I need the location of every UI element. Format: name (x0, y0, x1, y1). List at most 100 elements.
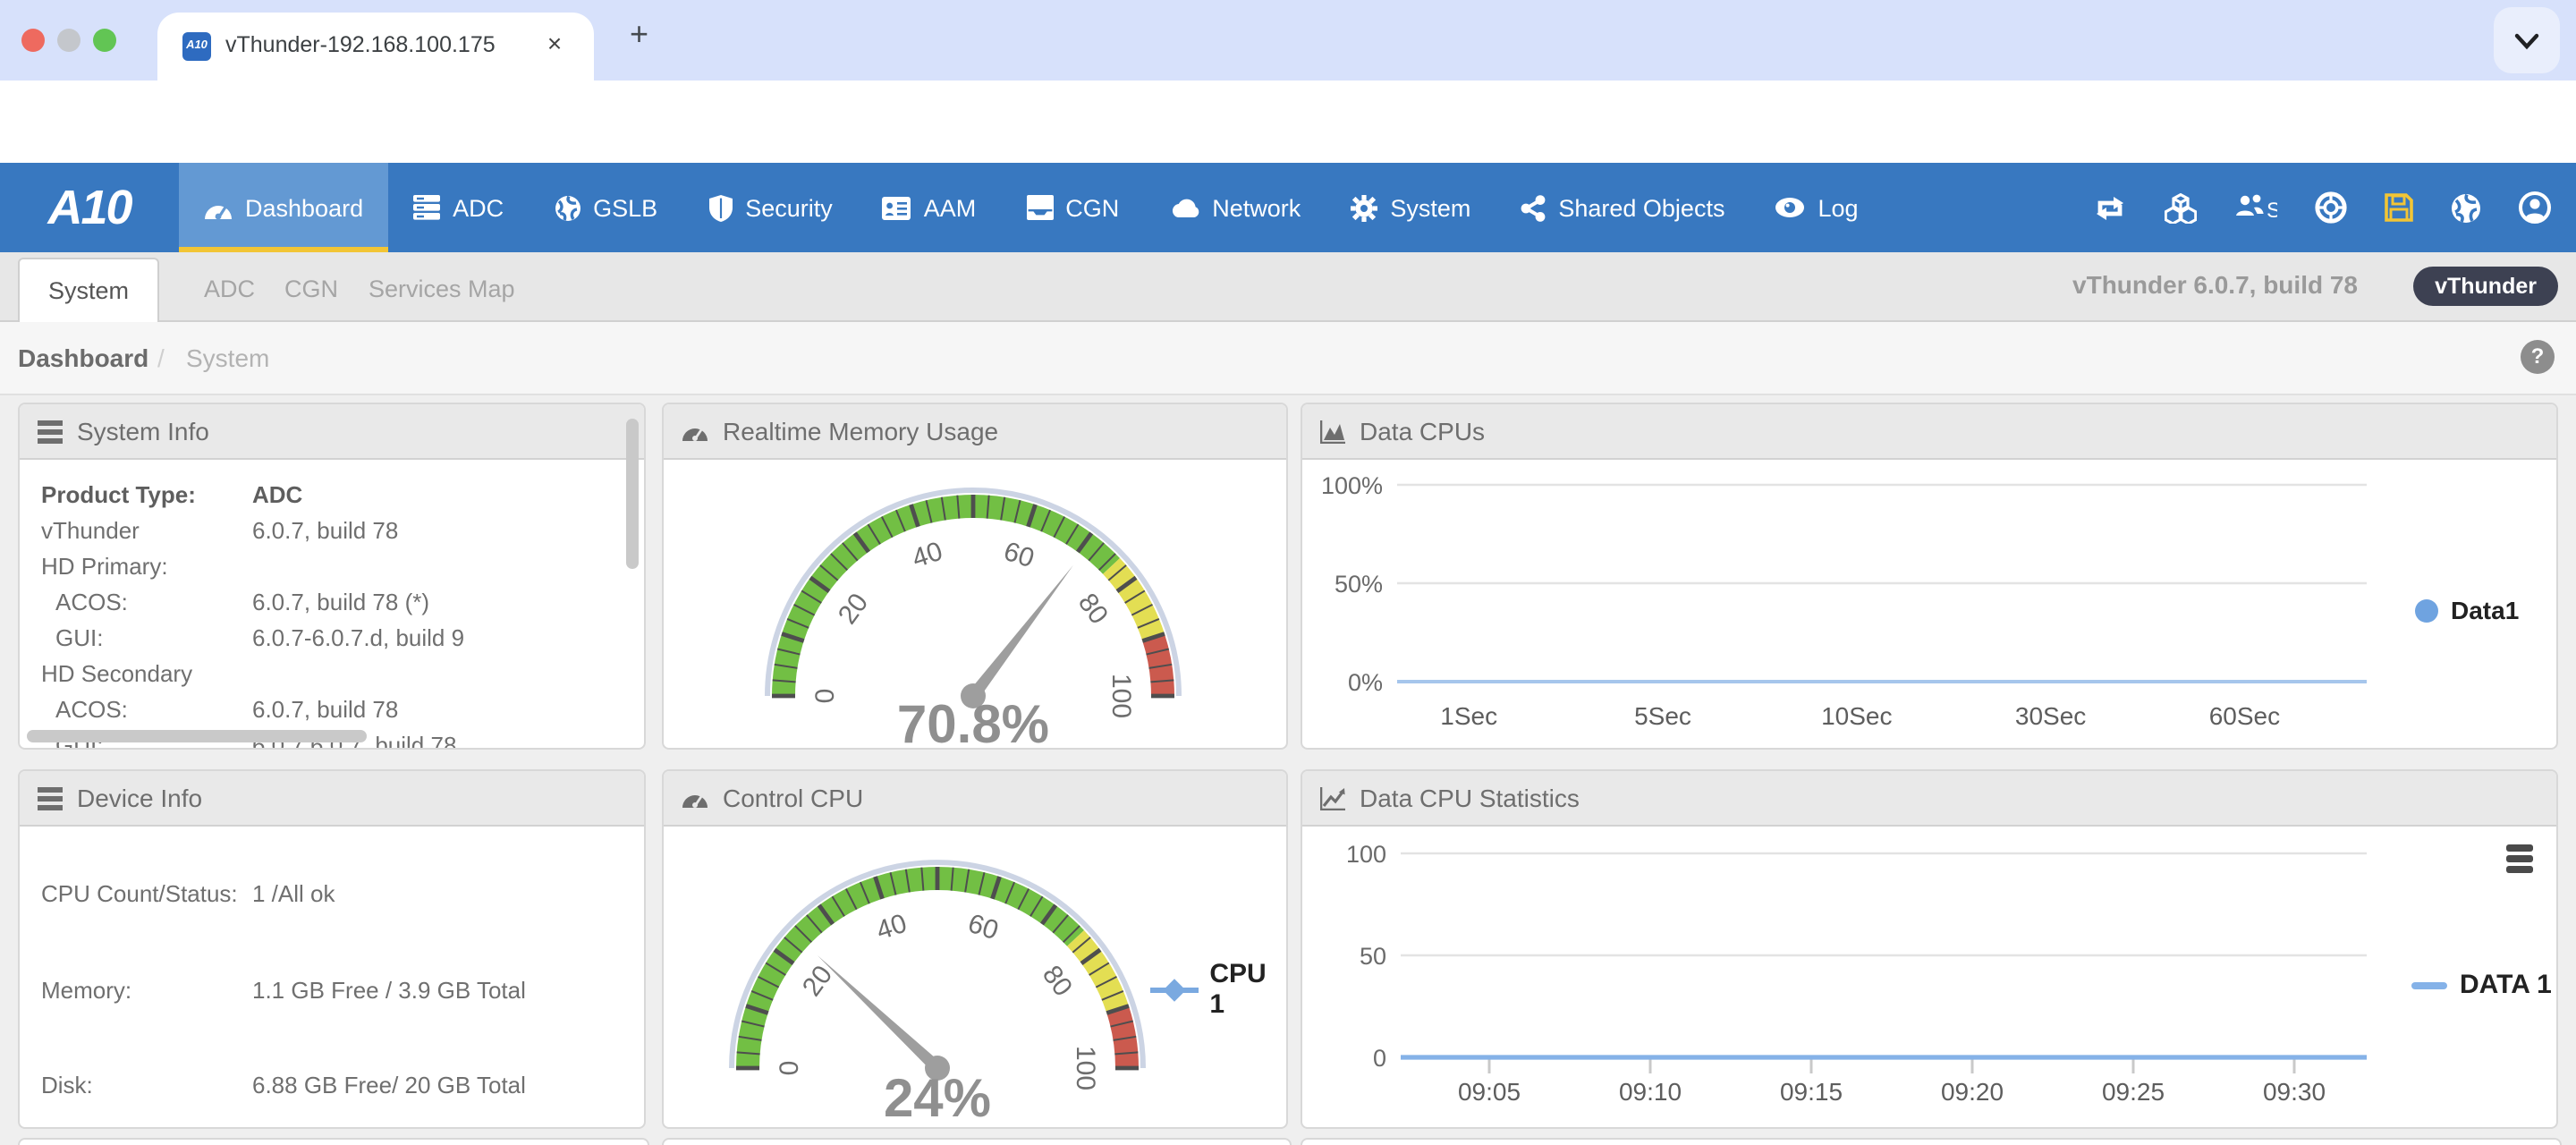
svg-text:1Sec: 1Sec (1440, 702, 1497, 730)
nav-item-log[interactable]: Log (1750, 163, 1883, 252)
panel-memory-usage: Realtime Memory Usage 0 20 40 60 80 100 70.8% (662, 403, 1288, 750)
legend-line-icon (2411, 981, 2447, 988)
panel-system-info: System Info Product Type: ADC vThunder 6.0.… (18, 403, 646, 750)
a10-logo: A10 (47, 181, 132, 234)
browser-toolbar: 保護されていない通信 https://192.168.100.175/gui/#… (0, 81, 2576, 238)
info-row: HD Primary: (41, 553, 168, 580)
browser-tab[interactable]: A10 vThunder-192.168.100.175 × (157, 13, 594, 81)
memory-gauge-value: 70.8% (896, 696, 1050, 750)
nav-item-gslb[interactable]: GSLB (529, 163, 682, 252)
panel-header: Realtime Memory Usage (664, 404, 1286, 460)
info-row: CPU Count/Status: 1 /All ok (41, 880, 335, 907)
next-panel-edge (18, 1138, 649, 1145)
legend-dot-icon (2415, 598, 2438, 622)
list-icon (38, 786, 63, 810)
globe2-icon[interactable] (2451, 192, 2481, 223)
device-info-list: CPU Count/Status: 1 /All ok Memory: 1.1 GB … (20, 827, 644, 1127)
svg-text:60: 60 (1000, 537, 1038, 574)
data-cpus-body: 0% 50% 100% 1Sec 5Sec 10Sec 30Sec 60Sec Data1 (1302, 460, 2556, 748)
horizontal-scrollbar[interactable] (27, 730, 367, 742)
nav-item-adc[interactable]: ADC (388, 163, 529, 252)
users-s-icon[interactable]: S (2234, 193, 2277, 222)
line-chart-icon (1320, 786, 1345, 810)
panel-header: Data CPUs (1302, 404, 2556, 460)
svg-text:09:30: 09:30 (2263, 1078, 2326, 1106)
next-panel-edge (1301, 1138, 2562, 1145)
shield-icon (708, 194, 733, 221)
control-cpu-legend[interactable]: CPU 1 (1150, 959, 1286, 1020)
system-info-list: Product Type: ADC vThunder 6.0.7, build 78 H… (20, 460, 644, 748)
refresh-icon[interactable] (2093, 192, 2127, 223)
panel-device-info: Device Info CPU Count/Status: 1 /All ok Me… (18, 769, 646, 1129)
nav-item-network[interactable]: Network (1144, 163, 1326, 252)
svg-text:09:10: 09:10 (1619, 1078, 1682, 1106)
svg-text:30Sec: 30Sec (2015, 702, 2086, 730)
cpu-statistics-legend[interactable]: DATA 1 (2411, 970, 2552, 1000)
panel-cpu-statistics: Data CPU Statistics 0 50 100 09:05 09:10 09:1… (1301, 769, 2558, 1129)
tab-cgn[interactable]: CGN (284, 276, 338, 302)
svg-text:100%: 100% (1321, 472, 1383, 499)
svg-text:100: 100 (1071, 1046, 1100, 1090)
dashboard-content: System Info Product Type: ADC vThunder 6.0.… (0, 395, 2576, 1145)
tab-adc[interactable]: ADC (204, 276, 256, 302)
svg-text:0: 0 (775, 1061, 804, 1076)
tab-services-map[interactable]: Services Map (369, 276, 515, 302)
chevron-down-icon[interactable] (2494, 7, 2560, 73)
list-icon (38, 420, 63, 443)
nav-item-cgn[interactable]: CGN (1001, 163, 1144, 252)
chart-menu-icon[interactable] (2506, 844, 2533, 877)
panel-header: Control CPU (664, 771, 1286, 827)
nav-item-security[interactable]: Security (682, 163, 858, 252)
gauge-icon (205, 204, 232, 219)
gauge-icon (682, 428, 708, 441)
breadcrumb-separator: / (157, 344, 165, 372)
id-card-icon (882, 196, 911, 219)
tab-close-icon[interactable]: × (547, 29, 563, 57)
nav-item-system[interactable]: System (1326, 163, 1496, 252)
panel-header: Data CPU Statistics (1302, 771, 2556, 827)
cubes-icon[interactable] (2165, 192, 2197, 223)
svg-text:60Sec: 60Sec (2209, 702, 2280, 730)
svg-text:S: S (2267, 199, 2277, 222)
panel-title: Control CPU (723, 784, 864, 812)
nav-item-dashboard[interactable]: Dashboard (179, 163, 389, 252)
save-icon[interactable] (2385, 193, 2413, 222)
svg-text:5Sec: 5Sec (1634, 702, 1691, 730)
user-icon[interactable] (2519, 191, 2551, 224)
panel-title: Data CPUs (1360, 417, 1486, 445)
window-zoom-button[interactable] (93, 29, 116, 52)
breadcrumb-dashboard[interactable]: Dashboard (18, 344, 149, 372)
svg-text:20: 20 (797, 960, 838, 1001)
tab-system[interactable]: System (18, 258, 160, 322)
cpu-statistics-chart: 0 50 100 09:05 09:10 09:15 09:20 09:25 09:30 (1346, 841, 2367, 1106)
dashboard-subtabs: System ADC CGN Services Map vThunder 6.0… (0, 252, 2576, 322)
info-row: GUI: 6.0.7-6.0.7.d, build 9 (55, 624, 465, 651)
app-navbar: A10 Dashboard ADC GSLB (0, 163, 2576, 252)
breadcrumb-system: System (186, 344, 270, 372)
memory-gauge-chart: 0 20 40 60 80 100 (765, 488, 1182, 718)
cloud-icon (1172, 199, 1199, 217)
window-minimize-button[interactable] (57, 29, 80, 52)
nav-item-aam[interactable]: AAM (858, 163, 1002, 252)
panel-data-cpus: Data CPUs 0% 50% 100% 1Sec 5Sec 10Sec 30Sec 60S… (1301, 403, 2558, 750)
svg-text:20: 20 (833, 588, 874, 629)
life-ring-icon[interactable] (2315, 191, 2347, 224)
browser-tab-strip: A10 vThunder-192.168.100.175 × + (0, 0, 2576, 81)
vertical-scrollbar[interactable] (626, 419, 639, 569)
drive-icon (1026, 195, 1054, 220)
svg-text:100: 100 (1346, 841, 1386, 868)
svg-text:09:15: 09:15 (1780, 1078, 1843, 1106)
control-cpu-chart: 0 20 40 60 80 100 (729, 860, 1146, 1090)
info-row: Product Type: ADC (41, 481, 303, 508)
new-tab-icon[interactable]: + (630, 16, 649, 52)
svg-text:0%: 0% (1348, 669, 1383, 696)
help-icon[interactable]: ? (2521, 340, 2555, 374)
data-cpus-chart: 0% 50% 100% 1Sec 5Sec 10Sec 30Sec 60Sec (1321, 472, 2367, 730)
data-cpus-legend[interactable]: Data1 (2415, 596, 2519, 624)
legend-line-diamond-icon (1150, 978, 1199, 1001)
nav-item-shared-objects[interactable]: Shared Objects (1496, 163, 1750, 252)
window-close-button[interactable] (21, 29, 45, 52)
panel-title: System Info (77, 417, 209, 445)
cpu-statistics-body: 0 50 100 09:05 09:10 09:15 09:20 09:25 09:30 DAT… (1302, 827, 2556, 1127)
